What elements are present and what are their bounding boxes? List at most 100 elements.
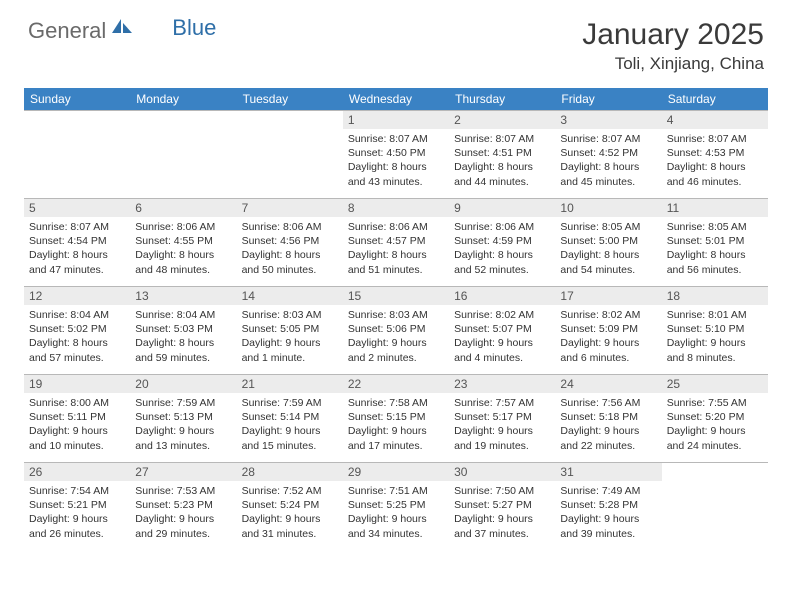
day-content: Sunrise: 8:01 AMSunset: 5:10 PMDaylight:… [662,305,768,369]
day-content: Sunrise: 7:57 AMSunset: 5:17 PMDaylight:… [449,393,555,457]
calendar-day: 26Sunrise: 7:54 AMSunset: 5:21 PMDayligh… [24,463,130,551]
day-sr: Sunrise: 7:54 AM [29,484,125,498]
day-sr: Sunrise: 8:04 AM [135,308,231,322]
calendar-day: 22Sunrise: 7:58 AMSunset: 5:15 PMDayligh… [343,375,449,463]
calendar-day: 4Sunrise: 8:07 AMSunset: 4:53 PMDaylight… [662,111,768,199]
day-sr: Sunrise: 8:07 AM [667,132,763,146]
day-dl: Daylight: 9 hours and 31 minutes. [242,512,338,540]
day-ss: Sunset: 5:03 PM [135,322,231,336]
calendar-day: 6Sunrise: 8:06 AMSunset: 4:55 PMDaylight… [130,199,236,287]
day-content: Sunrise: 8:04 AMSunset: 5:02 PMDaylight:… [24,305,130,369]
day-content: Sunrise: 8:02 AMSunset: 5:07 PMDaylight:… [449,305,555,369]
day-dl: Daylight: 9 hours and 39 minutes. [560,512,656,540]
day-dl: Daylight: 9 hours and 4 minutes. [454,336,550,364]
day-ss: Sunset: 5:05 PM [242,322,338,336]
day-ss: Sunset: 5:07 PM [454,322,550,336]
day-content: Sunrise: 7:59 AMSunset: 5:14 PMDaylight:… [237,393,343,457]
day-number: 8 [343,199,449,217]
day-number: 22 [343,375,449,393]
calendar-week: 26Sunrise: 7:54 AMSunset: 5:21 PMDayligh… [24,463,768,551]
calendar-day: 5Sunrise: 8:07 AMSunset: 4:54 PMDaylight… [24,199,130,287]
day-ss: Sunset: 5:24 PM [242,498,338,512]
day-number: 17 [555,287,661,305]
day-ss: Sunset: 4:50 PM [348,146,444,160]
day-ss: Sunset: 5:10 PM [667,322,763,336]
day-number: 20 [130,375,236,393]
day-dl: Daylight: 9 hours and 10 minutes. [29,424,125,452]
day-number: 11 [662,199,768,217]
calendar-week: 19Sunrise: 8:00 AMSunset: 5:11 PMDayligh… [24,375,768,463]
day-dl: Daylight: 8 hours and 45 minutes. [560,160,656,188]
calendar-day: 23Sunrise: 7:57 AMSunset: 5:17 PMDayligh… [449,375,555,463]
day-content: Sunrise: 8:06 AMSunset: 4:57 PMDaylight:… [343,217,449,281]
day-sr: Sunrise: 7:52 AM [242,484,338,498]
calendar-day: 1Sunrise: 8:07 AMSunset: 4:50 PMDaylight… [343,111,449,199]
day-content: Sunrise: 7:52 AMSunset: 5:24 PMDaylight:… [237,481,343,545]
day-sr: Sunrise: 8:07 AM [454,132,550,146]
day-dl: Daylight: 8 hours and 43 minutes. [348,160,444,188]
day-dl: Daylight: 8 hours and 56 minutes. [667,248,763,276]
calendar-day: 3Sunrise: 8:07 AMSunset: 4:52 PMDaylight… [555,111,661,199]
calendar-day: 19Sunrise: 8:00 AMSunset: 5:11 PMDayligh… [24,375,130,463]
day-sr: Sunrise: 7:51 AM [348,484,444,498]
day-ss: Sunset: 4:55 PM [135,234,231,248]
day-dl: Daylight: 9 hours and 26 minutes. [29,512,125,540]
day-dl: Daylight: 9 hours and 15 minutes. [242,424,338,452]
day-dl: Daylight: 9 hours and 8 minutes. [667,336,763,364]
day-content: Sunrise: 8:07 AMSunset: 4:52 PMDaylight:… [555,129,661,193]
day-number: 12 [24,287,130,305]
day-ss: Sunset: 5:20 PM [667,410,763,424]
day-sr: Sunrise: 8:06 AM [135,220,231,234]
day-dl: Daylight: 8 hours and 52 minutes. [454,248,550,276]
weekday-header: Friday [555,88,661,111]
day-number: 10 [555,199,661,217]
day-number: 26 [24,463,130,481]
calendar-day: 28Sunrise: 7:52 AMSunset: 5:24 PMDayligh… [237,463,343,551]
calendar-day: 24Sunrise: 7:56 AMSunset: 5:18 PMDayligh… [555,375,661,463]
title-block: January 2025 Toli, Xinjiang, China [582,18,764,74]
day-sr: Sunrise: 7:56 AM [560,396,656,410]
day-number: 15 [343,287,449,305]
day-sr: Sunrise: 8:01 AM [667,308,763,322]
day-sr: Sunrise: 8:06 AM [454,220,550,234]
day-number: 7 [237,199,343,217]
day-dl: Daylight: 8 hours and 47 minutes. [29,248,125,276]
day-content: Sunrise: 8:06 AMSunset: 4:59 PMDaylight:… [449,217,555,281]
day-number: 18 [662,287,768,305]
day-number: 13 [130,287,236,305]
day-ss: Sunset: 5:18 PM [560,410,656,424]
day-content: Sunrise: 7:51 AMSunset: 5:25 PMDaylight:… [343,481,449,545]
day-content: Sunrise: 8:07 AMSunset: 4:50 PMDaylight:… [343,129,449,193]
day-ss: Sunset: 5:23 PM [135,498,231,512]
day-ss: Sunset: 4:53 PM [667,146,763,160]
day-sr: Sunrise: 8:04 AM [29,308,125,322]
day-sr: Sunrise: 7:53 AM [135,484,231,498]
day-number: 31 [555,463,661,481]
day-ss: Sunset: 5:02 PM [29,322,125,336]
logo-text-general: General [28,18,106,44]
day-dl: Daylight: 9 hours and 2 minutes. [348,336,444,364]
calendar-day: 13Sunrise: 8:04 AMSunset: 5:03 PMDayligh… [130,287,236,375]
day-number: 16 [449,287,555,305]
day-number: 2 [449,111,555,129]
day-dl: Daylight: 9 hours and 34 minutes. [348,512,444,540]
calendar-header-row: SundayMondayTuesdayWednesdayThursdayFrid… [24,88,768,111]
day-dl: Daylight: 8 hours and 44 minutes. [454,160,550,188]
day-number: 28 [237,463,343,481]
calendar-day: 18Sunrise: 8:01 AMSunset: 5:10 PMDayligh… [662,287,768,375]
day-sr: Sunrise: 8:02 AM [560,308,656,322]
day-ss: Sunset: 4:59 PM [454,234,550,248]
day-ss: Sunset: 5:17 PM [454,410,550,424]
day-ss: Sunset: 5:13 PM [135,410,231,424]
day-sr: Sunrise: 8:06 AM [348,220,444,234]
day-content: Sunrise: 7:55 AMSunset: 5:20 PMDaylight:… [662,393,768,457]
day-dl: Daylight: 8 hours and 54 minutes. [560,248,656,276]
day-sr: Sunrise: 7:59 AM [135,396,231,410]
calendar-day [662,463,768,551]
day-content: Sunrise: 8:03 AMSunset: 5:06 PMDaylight:… [343,305,449,369]
day-number: 19 [24,375,130,393]
day-dl: Daylight: 9 hours and 22 minutes. [560,424,656,452]
day-content: Sunrise: 7:56 AMSunset: 5:18 PMDaylight:… [555,393,661,457]
calendar-day [24,111,130,199]
page-title: January 2025 [582,18,764,52]
